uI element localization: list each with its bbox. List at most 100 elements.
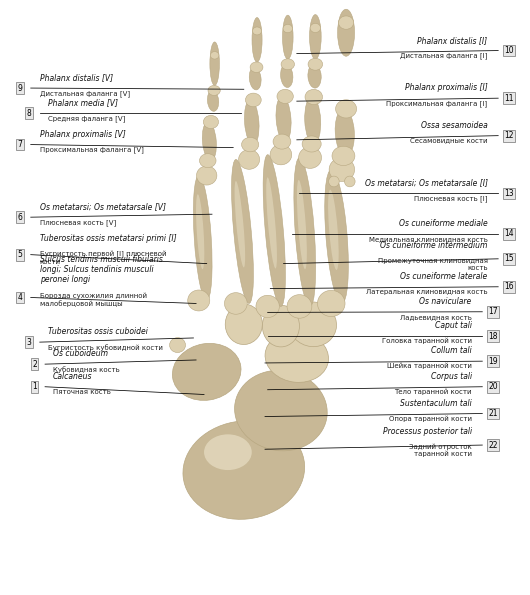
- Ellipse shape: [235, 181, 245, 267]
- Ellipse shape: [328, 190, 339, 270]
- Text: Os naviculare: Os naviculare: [419, 297, 472, 306]
- Text: Задний отросток
таранной кости: Задний отросток таранной кости: [409, 443, 472, 458]
- Text: 9: 9: [17, 83, 23, 93]
- Text: Phalanx distalis [V]: Phalanx distalis [V]: [40, 73, 113, 82]
- Text: Collum tali: Collum tali: [431, 346, 472, 355]
- Ellipse shape: [252, 17, 262, 62]
- Ellipse shape: [273, 134, 291, 149]
- Ellipse shape: [242, 137, 259, 152]
- Text: 13: 13: [504, 189, 514, 198]
- Text: Бугристость первой [I] плюсневой
кости: Бугристость первой [I] плюсневой кости: [40, 250, 166, 265]
- Text: Шейка таранной кости: Шейка таранной кости: [387, 363, 472, 369]
- Text: Os cuneiforme laterale: Os cuneiforme laterale: [400, 272, 488, 281]
- Text: Ossa sesamoidea: Ossa sesamoidea: [421, 121, 488, 130]
- Ellipse shape: [310, 14, 321, 59]
- Text: Os metatarsi; Os metatarsale [I]: Os metatarsi; Os metatarsale [I]: [365, 178, 488, 187]
- Text: 3: 3: [26, 337, 32, 347]
- Ellipse shape: [210, 52, 219, 59]
- Ellipse shape: [188, 290, 210, 311]
- Text: Пяточная кость: Пяточная кость: [53, 389, 111, 394]
- Text: Processus posterior tali: Processus posterior tali: [383, 427, 472, 436]
- Ellipse shape: [281, 59, 295, 70]
- Text: 11: 11: [504, 93, 514, 103]
- Text: Головка таранной кости: Головка таранной кости: [382, 338, 472, 345]
- Ellipse shape: [193, 176, 212, 300]
- Ellipse shape: [202, 122, 216, 161]
- Ellipse shape: [250, 62, 263, 73]
- Ellipse shape: [308, 58, 323, 70]
- Ellipse shape: [325, 170, 348, 303]
- Ellipse shape: [196, 194, 205, 269]
- Ellipse shape: [245, 93, 261, 107]
- Ellipse shape: [263, 155, 286, 306]
- Text: Медиальная клиновидная кость: Медиальная клиновидная кость: [369, 236, 488, 242]
- Ellipse shape: [317, 290, 345, 317]
- Text: 19: 19: [488, 356, 498, 366]
- Ellipse shape: [197, 166, 217, 185]
- Text: Phalanx proximalis [V]: Phalanx proximalis [V]: [40, 130, 126, 139]
- Text: 4: 4: [17, 293, 23, 302]
- Ellipse shape: [289, 302, 337, 347]
- Text: Латеральная клиновидная кость: Латеральная клиновидная кость: [366, 289, 488, 295]
- Text: Sustentaculum tali: Sustentaculum tali: [400, 399, 472, 408]
- Text: Дистальная фаланга [I]: Дистальная фаланга [I]: [400, 52, 488, 59]
- Text: 20: 20: [488, 382, 498, 392]
- Text: Проксимальная фаланга [I]: Проксимальная фаланга [I]: [386, 100, 488, 107]
- Ellipse shape: [329, 176, 339, 187]
- Ellipse shape: [232, 159, 253, 303]
- Ellipse shape: [310, 23, 321, 33]
- Text: Corpus tali: Corpus tali: [430, 372, 472, 381]
- Text: Тело таранной кости: Тело таранной кости: [394, 389, 472, 395]
- Ellipse shape: [276, 96, 291, 142]
- Ellipse shape: [308, 64, 321, 88]
- Text: Проксимальная фаланга [V]: Проксимальная фаланга [V]: [40, 146, 144, 153]
- Text: 22: 22: [488, 440, 498, 450]
- Text: Сесамовидные кости: Сесамовидные кости: [410, 137, 488, 143]
- Text: Опора таранной кости: Опора таранной кости: [388, 415, 472, 422]
- Ellipse shape: [249, 67, 261, 90]
- Text: 14: 14: [504, 229, 514, 239]
- Text: Os cuboideum: Os cuboideum: [53, 349, 108, 358]
- Ellipse shape: [277, 89, 293, 104]
- Text: Плюсневая кость [I]: Плюсневая кость [I]: [414, 195, 488, 202]
- Text: 7: 7: [17, 140, 23, 149]
- Ellipse shape: [238, 150, 260, 169]
- Text: Phalanx proximalis [I]: Phalanx proximalis [I]: [405, 83, 488, 92]
- Text: 1: 1: [32, 382, 37, 392]
- Ellipse shape: [329, 158, 355, 181]
- Ellipse shape: [266, 177, 277, 268]
- Ellipse shape: [204, 115, 218, 129]
- Ellipse shape: [199, 154, 216, 168]
- Ellipse shape: [305, 97, 321, 144]
- Ellipse shape: [270, 145, 292, 165]
- Ellipse shape: [172, 343, 241, 400]
- Ellipse shape: [235, 370, 327, 451]
- Ellipse shape: [282, 15, 293, 59]
- Ellipse shape: [294, 158, 316, 306]
- Text: Tuberositas ossis metatarsi primi [I]: Tuberositas ossis metatarsi primi [I]: [40, 234, 176, 243]
- Text: Кубовидная кость: Кубовидная кость: [53, 366, 120, 372]
- Text: 10: 10: [504, 46, 514, 55]
- Ellipse shape: [338, 10, 355, 56]
- Ellipse shape: [262, 305, 299, 347]
- Text: Средняя фаланга [V]: Средняя фаланга [V]: [48, 115, 125, 121]
- Ellipse shape: [210, 42, 219, 85]
- Text: Ладьевидная кость: Ладьевидная кость: [400, 314, 472, 320]
- Ellipse shape: [265, 331, 329, 383]
- Text: 12: 12: [504, 131, 514, 140]
- Ellipse shape: [283, 24, 293, 33]
- Text: Calcaneus: Calcaneus: [53, 372, 93, 381]
- Text: Sulcus tendinis musculi fibularis
longi; Sulcus tendinis musculi
peronei longi: Sulcus tendinis musculi fibularis longi;…: [40, 255, 163, 284]
- Text: 8: 8: [27, 108, 31, 118]
- Text: Tuberositas ossis cuboidei: Tuberositas ossis cuboidei: [48, 327, 147, 336]
- Text: 6: 6: [17, 212, 23, 222]
- Ellipse shape: [183, 421, 305, 519]
- Text: Плюсневая кость [V]: Плюсневая кость [V]: [40, 219, 116, 226]
- Ellipse shape: [207, 90, 219, 111]
- Text: Os cuneiforme intermedium: Os cuneiforme intermedium: [380, 241, 488, 250]
- Text: Промежуточная клиновидная
кость: Промежуточная клиновидная кость: [377, 258, 488, 271]
- Ellipse shape: [332, 146, 355, 165]
- Ellipse shape: [297, 180, 307, 269]
- Ellipse shape: [256, 295, 279, 318]
- Text: Os cuneiforme mediale: Os cuneiforme mediale: [399, 219, 488, 228]
